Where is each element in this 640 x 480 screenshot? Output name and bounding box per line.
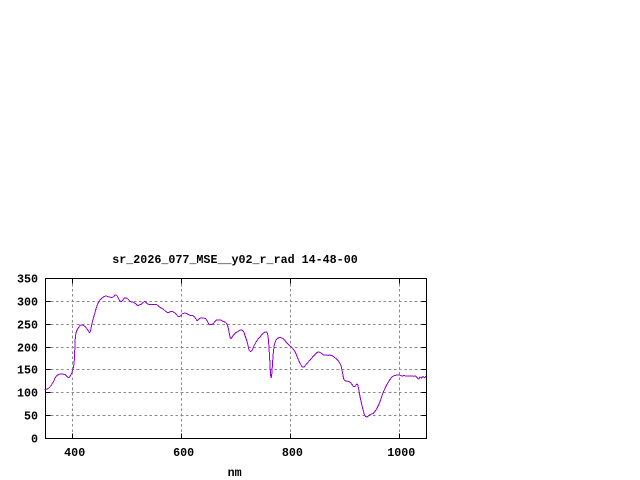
svg-text:100: 100 xyxy=(17,387,38,401)
svg-text:nm: nm xyxy=(228,466,242,480)
svg-text:150: 150 xyxy=(17,364,38,378)
svg-text:0: 0 xyxy=(31,433,38,447)
svg-text:600: 600 xyxy=(173,446,194,460)
svg-text:350: 350 xyxy=(17,273,38,287)
svg-text:800: 800 xyxy=(282,446,303,460)
svg-text:250: 250 xyxy=(17,319,38,333)
svg-text:1000: 1000 xyxy=(387,446,415,460)
svg-text:200: 200 xyxy=(17,342,38,356)
svg-text:400: 400 xyxy=(64,446,85,460)
svg-text:50: 50 xyxy=(24,410,38,424)
svg-text:sr_2026_077_MSE__y02_r_rad 14-: sr_2026_077_MSE__y02_r_rad 14-48-00 xyxy=(112,253,357,267)
svg-text:300: 300 xyxy=(17,296,38,310)
